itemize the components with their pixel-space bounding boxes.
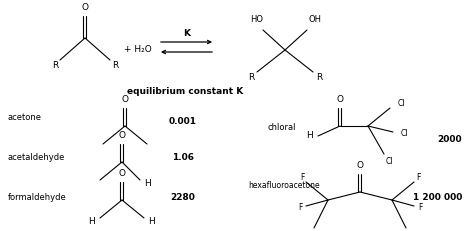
Text: acetone: acetone xyxy=(8,113,42,122)
Text: + H₂O: + H₂O xyxy=(124,46,152,55)
Text: OH: OH xyxy=(309,15,321,24)
Text: R: R xyxy=(52,61,58,70)
Text: chloral: chloral xyxy=(268,124,297,133)
Text: acetaldehyde: acetaldehyde xyxy=(8,154,65,162)
Text: O: O xyxy=(82,3,89,12)
Text: O: O xyxy=(337,95,344,104)
Text: O: O xyxy=(356,161,364,170)
Text: 0.001: 0.001 xyxy=(169,118,197,127)
Text: H: H xyxy=(307,131,313,140)
Text: 1 200 000: 1 200 000 xyxy=(413,194,462,203)
Text: Cl: Cl xyxy=(398,100,405,109)
Text: formaldehyde: formaldehyde xyxy=(8,194,67,203)
Text: K: K xyxy=(183,30,190,39)
Text: F: F xyxy=(418,204,422,213)
Text: H: H xyxy=(145,179,151,188)
Text: O: O xyxy=(121,95,128,104)
Text: F: F xyxy=(416,173,420,182)
Text: F: F xyxy=(298,204,302,213)
Text: H: H xyxy=(89,218,95,227)
Text: H: H xyxy=(149,218,155,227)
Text: R: R xyxy=(316,73,322,82)
Text: Cl: Cl xyxy=(401,130,409,139)
Text: O: O xyxy=(118,169,126,178)
Text: R: R xyxy=(112,61,118,70)
Text: HO: HO xyxy=(250,15,264,24)
Text: equilibrium constant K: equilibrium constant K xyxy=(127,88,243,97)
Text: O: O xyxy=(118,131,126,140)
Text: Cl: Cl xyxy=(386,158,393,167)
Text: 1.06: 1.06 xyxy=(172,154,194,162)
Text: 2280: 2280 xyxy=(171,194,195,203)
Text: F: F xyxy=(300,173,304,182)
Text: R: R xyxy=(248,73,254,82)
Text: hexafluoroacetone: hexafluoroacetone xyxy=(248,180,319,189)
Text: 2000: 2000 xyxy=(438,136,462,145)
